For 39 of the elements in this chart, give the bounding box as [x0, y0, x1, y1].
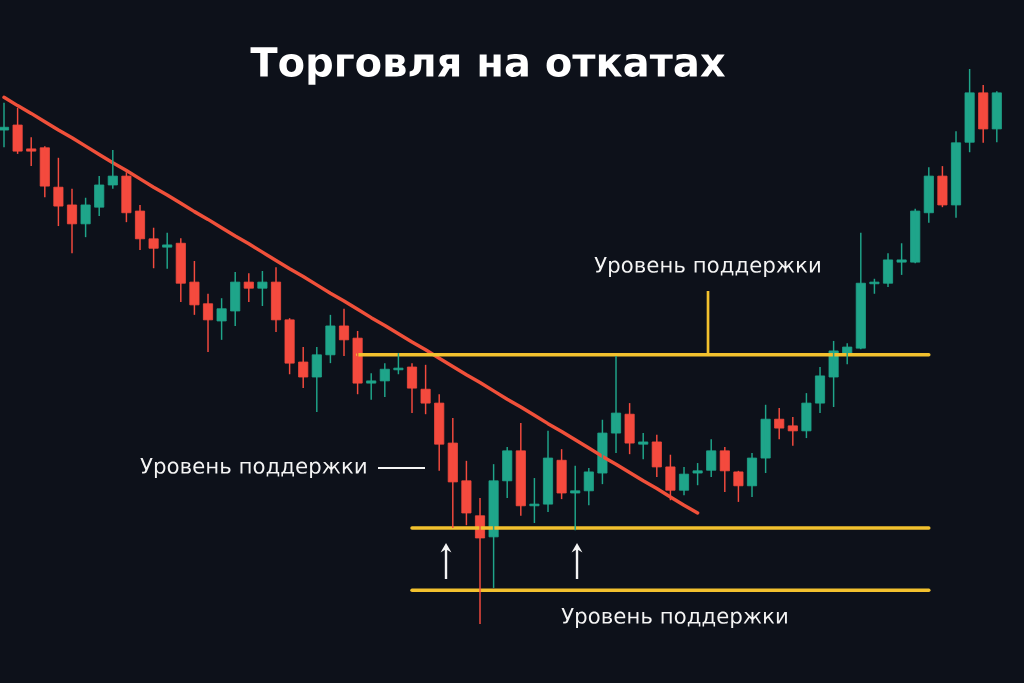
candlestick: [284, 317, 295, 375]
annotation: Уровень поддержки: [140, 458, 366, 478]
candlestick: [325, 314, 336, 364]
candlestick: [53, 157, 64, 227]
candlestick: [570, 465, 581, 531]
candlestick: [366, 372, 377, 401]
candlestick: [556, 448, 567, 500]
candlestick: [665, 453, 676, 501]
candlestick: [461, 460, 472, 526]
candlestick: [801, 392, 812, 439]
candlestick: [529, 477, 540, 524]
chart-title: Торговля на откатах: [250, 47, 726, 85]
candlestick: [760, 404, 771, 474]
candlestick: [937, 165, 948, 208]
candlestick: [107, 149, 118, 190]
candlestick: [148, 226, 159, 269]
candlestick: [352, 330, 363, 395]
candlestick: [26, 136, 37, 167]
candlestick: [597, 419, 608, 485]
annotation: Уровень поддержки: [561, 608, 787, 628]
candlestick: [733, 470, 744, 503]
candlestick: [257, 270, 268, 307]
candlestick: [488, 463, 499, 589]
candlestick: [243, 272, 254, 303]
candlestick: [162, 231, 173, 270]
candlestick: [624, 402, 635, 455]
candlestick: [964, 68, 975, 153]
candlestick: [12, 107, 23, 155]
candlestick: [80, 197, 91, 238]
candlestick: [787, 416, 798, 447]
candlestick: [121, 171, 132, 223]
annotation: Уровень поддержки: [594, 257, 820, 277]
candlestick: [216, 297, 227, 341]
candlestick: [189, 260, 200, 316]
candlestick: [420, 364, 431, 415]
candlestick: [393, 352, 404, 375]
candlestick: [896, 242, 907, 276]
candlestick: [692, 462, 703, 486]
candlestick: [638, 432, 649, 460]
